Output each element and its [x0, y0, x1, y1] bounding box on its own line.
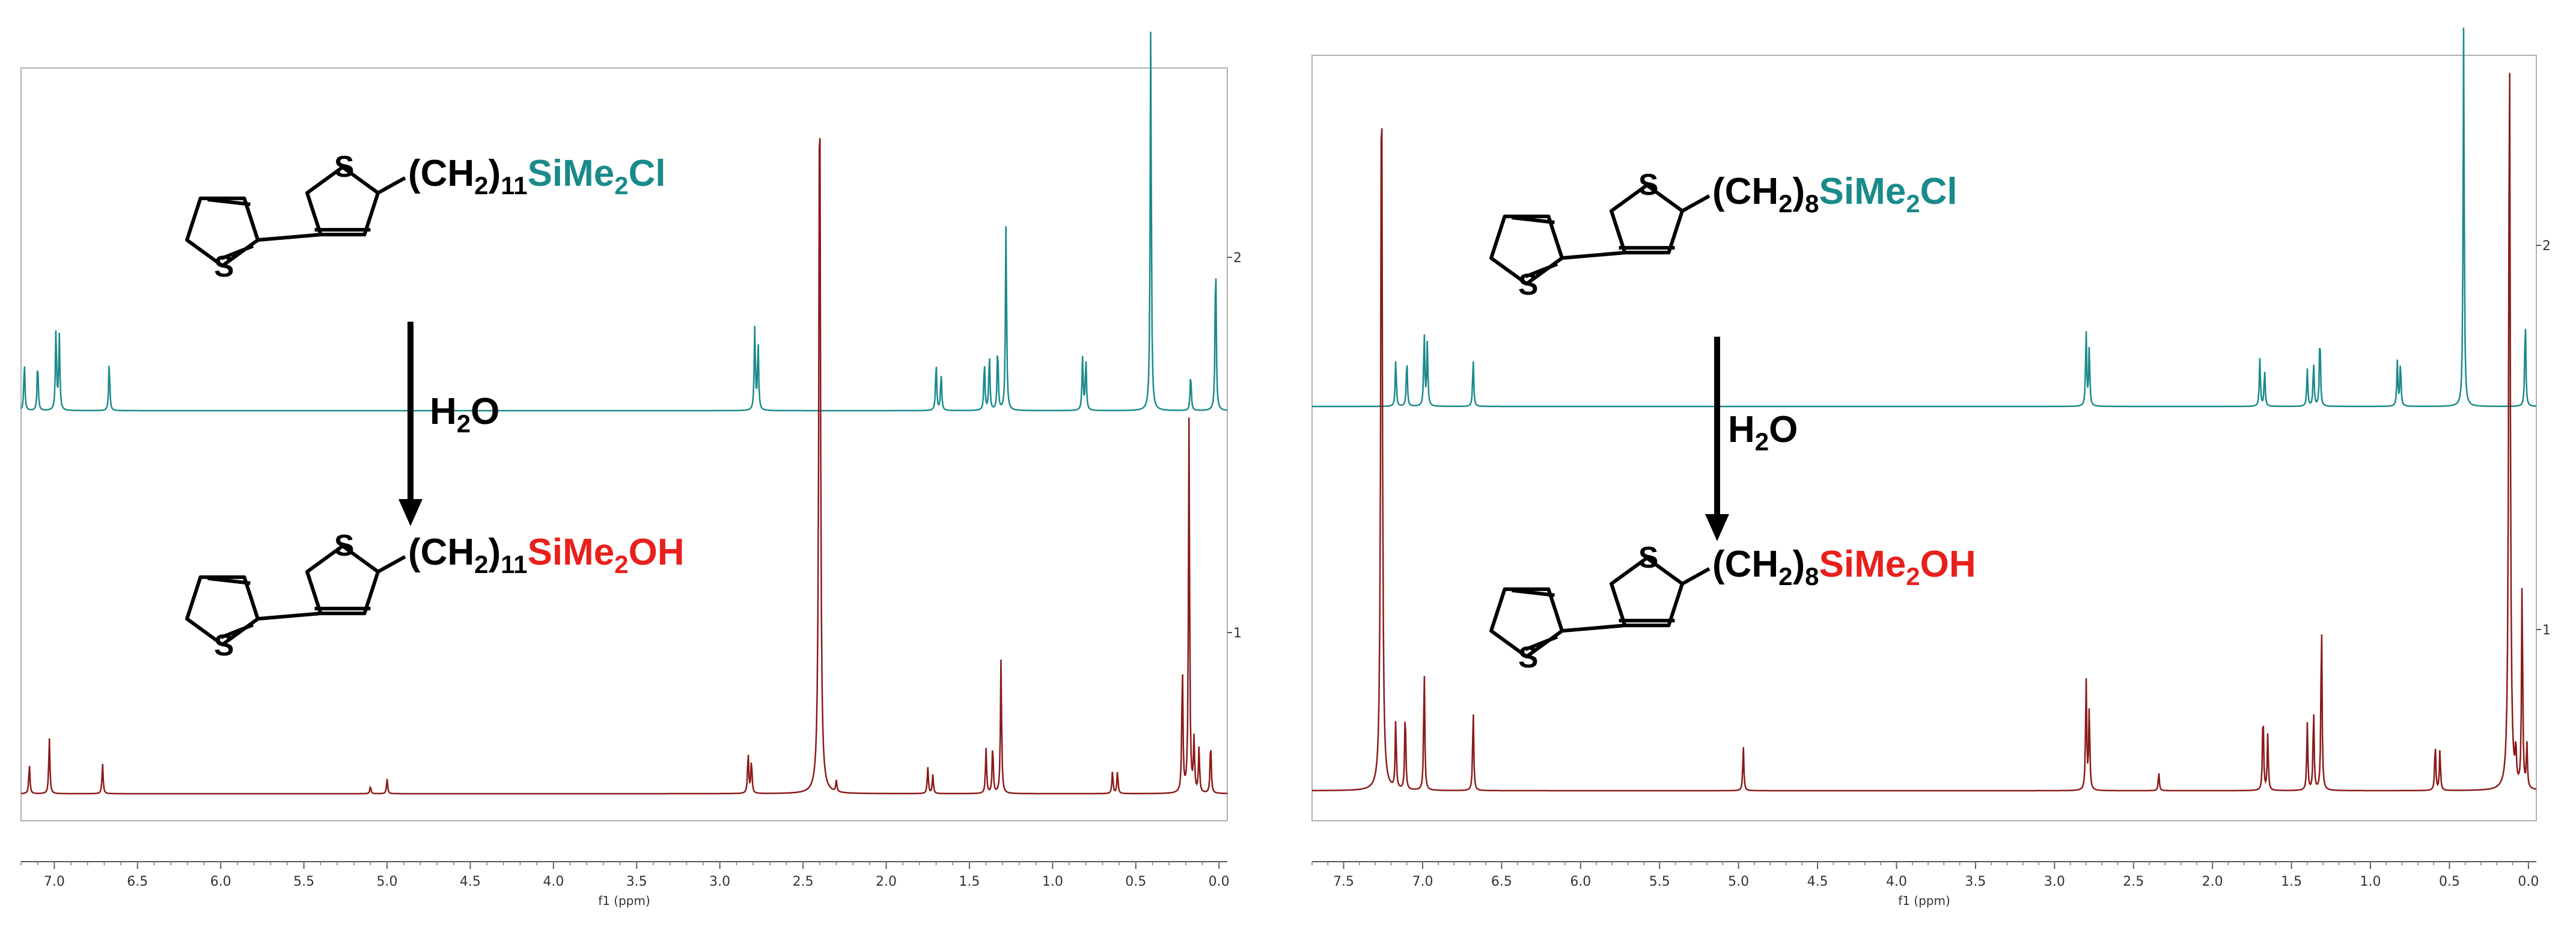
x-tick-label: 2.5 — [793, 874, 814, 889]
x-tick-label: 7.0 — [44, 874, 65, 889]
x-tick-label: 5.5 — [293, 874, 314, 889]
double-bond — [207, 197, 251, 206]
thiophene-ring — [185, 196, 260, 268]
left-spectrum-panel: 7.0 6.5 6.0 5.5 5.0 4.5 4.0 3.5 3.0 2.5 2.0 1.5 1.0 0… — [20, 31, 1242, 908]
x-tick-label: 0.0 — [1209, 874, 1230, 889]
sulfur-atom-label: S — [334, 529, 354, 562]
chain-bond — [377, 176, 406, 195]
plot-frame — [1311, 55, 2537, 821]
ring-link-bond — [1561, 624, 1625, 633]
thiophene-ring — [185, 575, 260, 646]
chain-bond — [377, 555, 406, 574]
thiophene-ring — [1489, 214, 1564, 286]
sulfur-atom-label: S — [1518, 640, 1538, 674]
thiophene-ring — [1610, 556, 1684, 628]
double-bond — [1524, 635, 1558, 651]
reactant-structure: S S (CH2)11SiMe2Cl — [185, 150, 666, 283]
spectrum-line-starting-material — [1312, 28, 2537, 408]
reagent-label: H2O — [430, 391, 499, 438]
x-tick-label: 4.5 — [1807, 874, 1828, 889]
x-axis-title: f1 (ppm) — [598, 894, 650, 908]
ring-link-bond — [1561, 251, 1625, 260]
ring-link-bond — [257, 612, 321, 621]
x-tick-label: 1.0 — [2360, 874, 2381, 889]
product-structure: S S (CH2)11SiMe2OH — [185, 529, 685, 662]
x-tick-label: 0.0 — [2518, 874, 2539, 889]
x-tick-label: 4.5 — [460, 874, 481, 889]
sulfur-atom-label: S — [334, 150, 354, 183]
x-tick-label: 0.5 — [1125, 874, 1146, 889]
double-bond — [1524, 262, 1558, 278]
x-tick-label: 1.5 — [2281, 874, 2302, 889]
reactant-formula: (CH2)11SiMe2Cl — [408, 153, 666, 200]
product-formula: (CH2)11SiMe2OH — [408, 532, 685, 578]
spectrum-line-hydrolysis-product — [20, 138, 1228, 795]
reaction-arrow-head — [1705, 514, 1729, 541]
x-tick-label: 2.0 — [876, 874, 897, 889]
spectrum-line-hydrolysis-product — [1312, 73, 2537, 792]
double-bond — [220, 623, 254, 639]
x-tick-label: 7.0 — [1412, 874, 1433, 889]
x-tick-label: 4.0 — [1886, 874, 1907, 889]
ring-link-bond — [257, 233, 321, 242]
integral-tick-label: 2 — [1233, 251, 1242, 266]
reactant-structure: S S (CH2)8SiMe2Cl — [1489, 168, 1958, 301]
reaction-arrow-head — [398, 499, 423, 526]
reagent-label: H2O — [1728, 409, 1798, 456]
product-formula: (CH2)8SiMe2OH — [1712, 544, 1976, 590]
plot-frame — [20, 67, 1228, 821]
sulfur-atom-label: S — [214, 628, 234, 662]
x-tick-label: 5.5 — [1649, 874, 1670, 889]
x-tick-label: 3.5 — [1965, 874, 1986, 889]
reactant-formula: (CH2)8SiMe2Cl — [1712, 171, 1958, 218]
x-tick-label: 1.5 — [959, 874, 980, 889]
x-tick-label: 4.0 — [543, 874, 564, 889]
thiophene-ring — [1610, 183, 1684, 255]
x-tick-label: 1.0 — [1042, 874, 1063, 889]
sulfur-atom-label: S — [1638, 541, 1658, 574]
thiophene-ring — [305, 544, 380, 616]
x-tick-label: 3.0 — [2044, 874, 2065, 889]
x-tick-label: 5.0 — [1728, 874, 1749, 889]
right-spectrum-panel: 7.5 7.0 6.5 6.0 5.5 5.0 4.5 4.0 3.5 3.0 2.5 2.0 1.5 1… — [1311, 28, 2551, 908]
double-bond — [1512, 588, 1555, 597]
double-bond — [220, 244, 254, 260]
thiophene-ring — [1489, 587, 1564, 658]
spectrum-line-starting-material — [20, 31, 1228, 412]
x-tick-label: 6.0 — [210, 874, 231, 889]
product-structure: S S (CH2)8SiMe2OH — [1489, 541, 1976, 674]
x-tick-label: 6.5 — [127, 874, 148, 889]
sulfur-atom-label: S — [1638, 168, 1658, 201]
x-tick-label: 2.5 — [2123, 874, 2144, 889]
x-tick-label: 6.5 — [1491, 874, 1512, 889]
sulfur-atom-label: S — [1518, 268, 1538, 301]
integral-tick-label: 1 — [2542, 623, 2551, 638]
x-tick-label: 6.0 — [1570, 874, 1591, 889]
x-tick-label: 0.5 — [2439, 874, 2460, 889]
double-bond — [207, 576, 251, 585]
double-bond — [1512, 215, 1555, 224]
chain-bond — [1681, 567, 1711, 586]
x-tick-label: 5.0 — [377, 874, 398, 889]
chain-bond — [1681, 194, 1711, 213]
x-axis-title: f1 (ppm) — [1898, 894, 1950, 908]
x-tick-label: 3.5 — [626, 874, 647, 889]
x-tick-label: 3.0 — [709, 874, 730, 889]
thiophene-ring — [305, 165, 380, 237]
x-tick-label: 2.0 — [2202, 874, 2223, 889]
sulfur-atom-label: S — [214, 250, 234, 283]
integral-tick-label: 2 — [2542, 239, 2551, 254]
integral-tick-label: 1 — [1233, 626, 1242, 641]
x-tick-label: 7.5 — [1333, 874, 1354, 889]
